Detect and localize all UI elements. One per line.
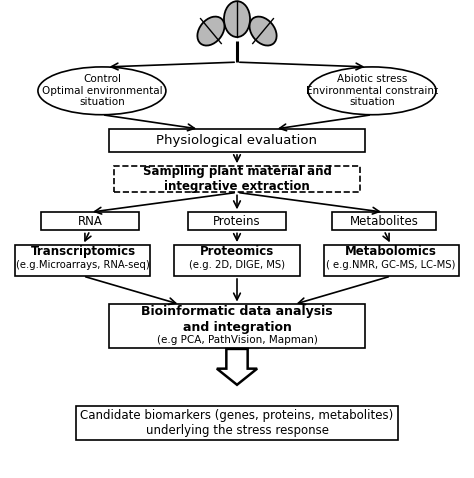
FancyBboxPatch shape <box>114 166 360 192</box>
FancyBboxPatch shape <box>109 304 365 348</box>
FancyBboxPatch shape <box>174 245 300 276</box>
Ellipse shape <box>249 17 277 45</box>
Polygon shape <box>217 349 257 385</box>
Text: Transcriptomics: Transcriptomics <box>30 245 136 258</box>
Text: RNA: RNA <box>78 215 102 228</box>
Text: Abiotic stress
Environmental constraint
situation: Abiotic stress Environmental constraint … <box>306 74 438 108</box>
Ellipse shape <box>38 67 166 115</box>
Text: Metabolomics: Metabolomics <box>345 245 437 258</box>
Text: Candidate biomarkers (genes, proteins, metabolites)
underlying the stress respon: Candidate biomarkers (genes, proteins, m… <box>81 409 393 437</box>
Text: and integration: and integration <box>182 321 292 334</box>
FancyBboxPatch shape <box>15 245 151 276</box>
FancyBboxPatch shape <box>323 245 459 276</box>
Text: Physiological evaluation: Physiological evaluation <box>156 134 318 147</box>
FancyBboxPatch shape <box>76 406 398 440</box>
Text: Sampling plant material and
integrative extraction: Sampling plant material and integrative … <box>143 165 331 193</box>
Ellipse shape <box>308 67 436 115</box>
Text: Proteins: Proteins <box>213 215 261 228</box>
Ellipse shape <box>197 17 225 45</box>
Text: Bioinformatic data analysis: Bioinformatic data analysis <box>141 305 333 318</box>
Text: Proteomics: Proteomics <box>200 245 274 258</box>
Ellipse shape <box>224 1 250 37</box>
Text: (e.g. 2D, DIGE, MS): (e.g. 2D, DIGE, MS) <box>189 260 285 270</box>
Text: ( e.g.NMR, GC-MS, LC-MS): ( e.g.NMR, GC-MS, LC-MS) <box>327 260 456 270</box>
FancyBboxPatch shape <box>42 212 138 230</box>
Text: (e.g.Microarrays, RNA-seq): (e.g.Microarrays, RNA-seq) <box>16 260 150 270</box>
Text: (e.g PCA, PathVision, Mapman): (e.g PCA, PathVision, Mapman) <box>156 336 318 345</box>
FancyBboxPatch shape <box>109 129 365 152</box>
Text: Metabolites: Metabolites <box>349 215 419 228</box>
Text: Control
Optimal environmental
situation: Control Optimal environmental situation <box>42 74 162 108</box>
FancyBboxPatch shape <box>332 212 436 230</box>
FancyBboxPatch shape <box>189 212 285 230</box>
